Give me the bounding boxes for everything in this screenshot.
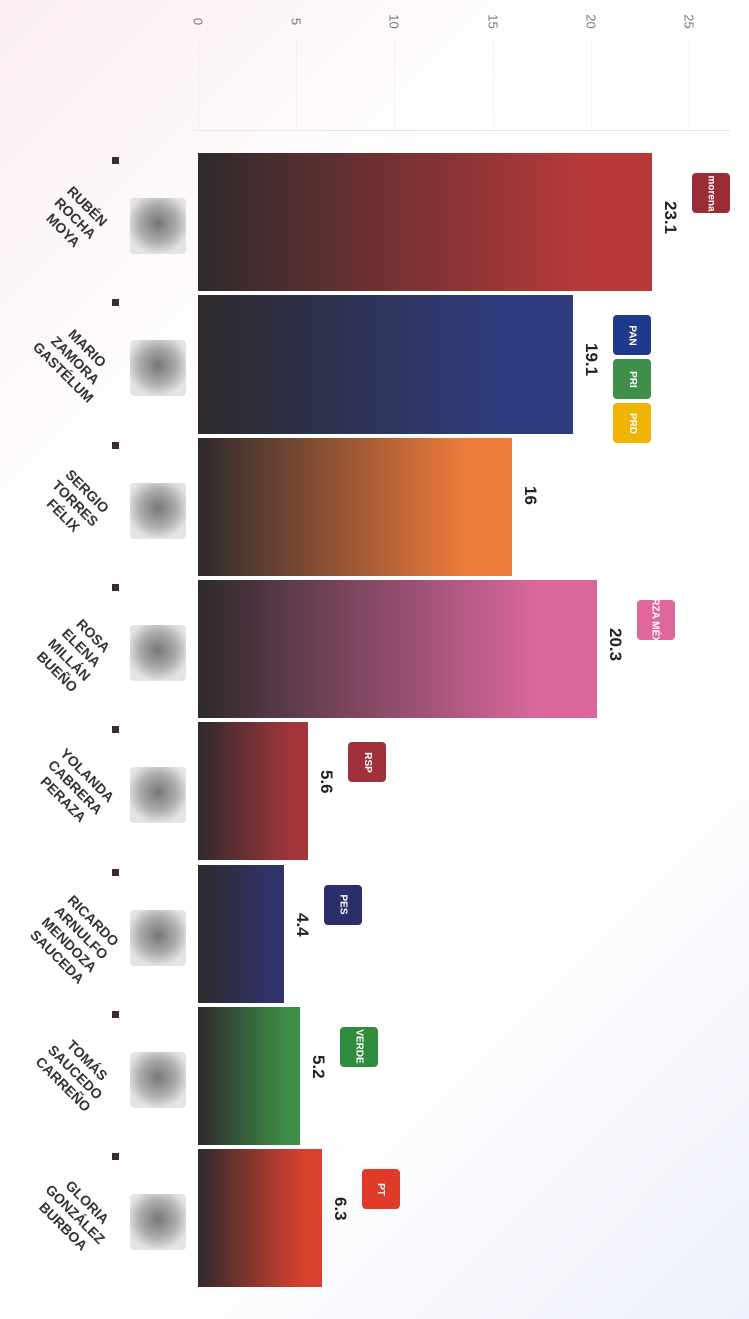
bar <box>198 579 597 719</box>
party-logo-label: PES <box>337 894 349 915</box>
candidate-name: TOMÁS SAUCEDO CARREÑO <box>32 1036 111 1115</box>
party-logo: PES <box>324 884 363 925</box>
party-logo: PT <box>361 1169 400 1210</box>
grid-line <box>394 40 396 130</box>
legend-marker <box>112 726 119 734</box>
grid-line <box>689 40 690 130</box>
legend-marker <box>112 157 119 164</box>
legend-marker <box>112 1153 119 1161</box>
party-logo-label: RSP <box>361 751 373 773</box>
x-tick-label: 25 <box>681 14 697 29</box>
bar <box>198 153 652 292</box>
party-logo: PRI <box>613 359 652 400</box>
party-logo: VERDE <box>340 1026 379 1067</box>
x-tick-label: 0 <box>190 17 206 26</box>
party-logo: RSP <box>347 742 386 783</box>
candidate-photo <box>130 909 186 966</box>
bar <box>198 722 308 861</box>
value-label: 19.1 <box>582 343 602 377</box>
candidate-photo <box>130 340 186 397</box>
candidate-photo <box>130 767 186 824</box>
legend-marker <box>112 1010 119 1018</box>
legend-marker <box>112 299 119 307</box>
value-label: 4.4 <box>293 912 313 937</box>
candidate-name: SERGIO TORRES FÉLIX <box>43 465 113 535</box>
x-tick-label: 10 <box>386 14 402 29</box>
party-logo-label: VERDE <box>353 1029 365 1065</box>
x-tick-label: 20 <box>583 14 599 29</box>
party-logo: PRD <box>613 403 652 444</box>
x-tick-label: 5 <box>288 17 304 26</box>
candidate-name: ROSA ELENA MILLÁN BUEÑO <box>33 615 114 696</box>
candidate-name: RUBÉN ROCHA MOYA <box>43 182 111 251</box>
grid-line <box>198 40 199 130</box>
party-logo: morena <box>691 173 730 213</box>
bar <box>198 1006 301 1146</box>
party-logo-label: PAN <box>626 325 638 346</box>
grid-line <box>296 40 298 130</box>
grid-line <box>492 40 494 130</box>
party-logo-label: PRI <box>626 370 638 388</box>
candidate-name: YOLANDA CABRERA PERAZA <box>37 745 118 826</box>
bar <box>198 1149 322 1288</box>
legend-marker <box>112 583 119 591</box>
value-label: 16 <box>521 485 541 505</box>
value-label: 23.1 <box>660 201 680 235</box>
bar <box>198 437 513 576</box>
party-logo-label: FUERZA MÉXICO <box>650 578 662 662</box>
candidate-photo <box>130 1051 186 1108</box>
legend-marker <box>112 868 119 876</box>
bar <box>198 864 285 1003</box>
legend-marker <box>112 441 119 449</box>
candidate-name: GLORIA GONZÁLEZ BURBOA <box>35 1177 113 1254</box>
grid-line <box>590 40 592 130</box>
candidate-photo <box>130 198 186 254</box>
value-label: 5.6 <box>316 770 336 794</box>
value-label: 5.2 <box>309 1054 329 1079</box>
axis-line <box>190 130 730 131</box>
party-logo: PAN <box>613 315 652 356</box>
party-logo-label: PT <box>375 1182 387 1196</box>
x-tick-label: 15 <box>485 14 501 29</box>
candidate-name: RICARDO ARNULFO MENDOZA SAUCEDA <box>27 891 123 987</box>
party-logo-label: morena <box>705 174 717 212</box>
value-label: 20.3 <box>605 627 625 661</box>
bar <box>198 295 574 434</box>
value-label: 6.3 <box>330 1197 350 1221</box>
candidate-photo <box>130 624 186 681</box>
candidate-photo <box>130 482 186 539</box>
candidate-name: MARIO ZAMORA GASTÉLUM <box>29 326 110 406</box>
candidate-photo <box>130 1194 186 1251</box>
party-logo: FUERZA MÉXICO <box>636 579 675 661</box>
party-logo-label: PRD <box>626 412 638 434</box>
